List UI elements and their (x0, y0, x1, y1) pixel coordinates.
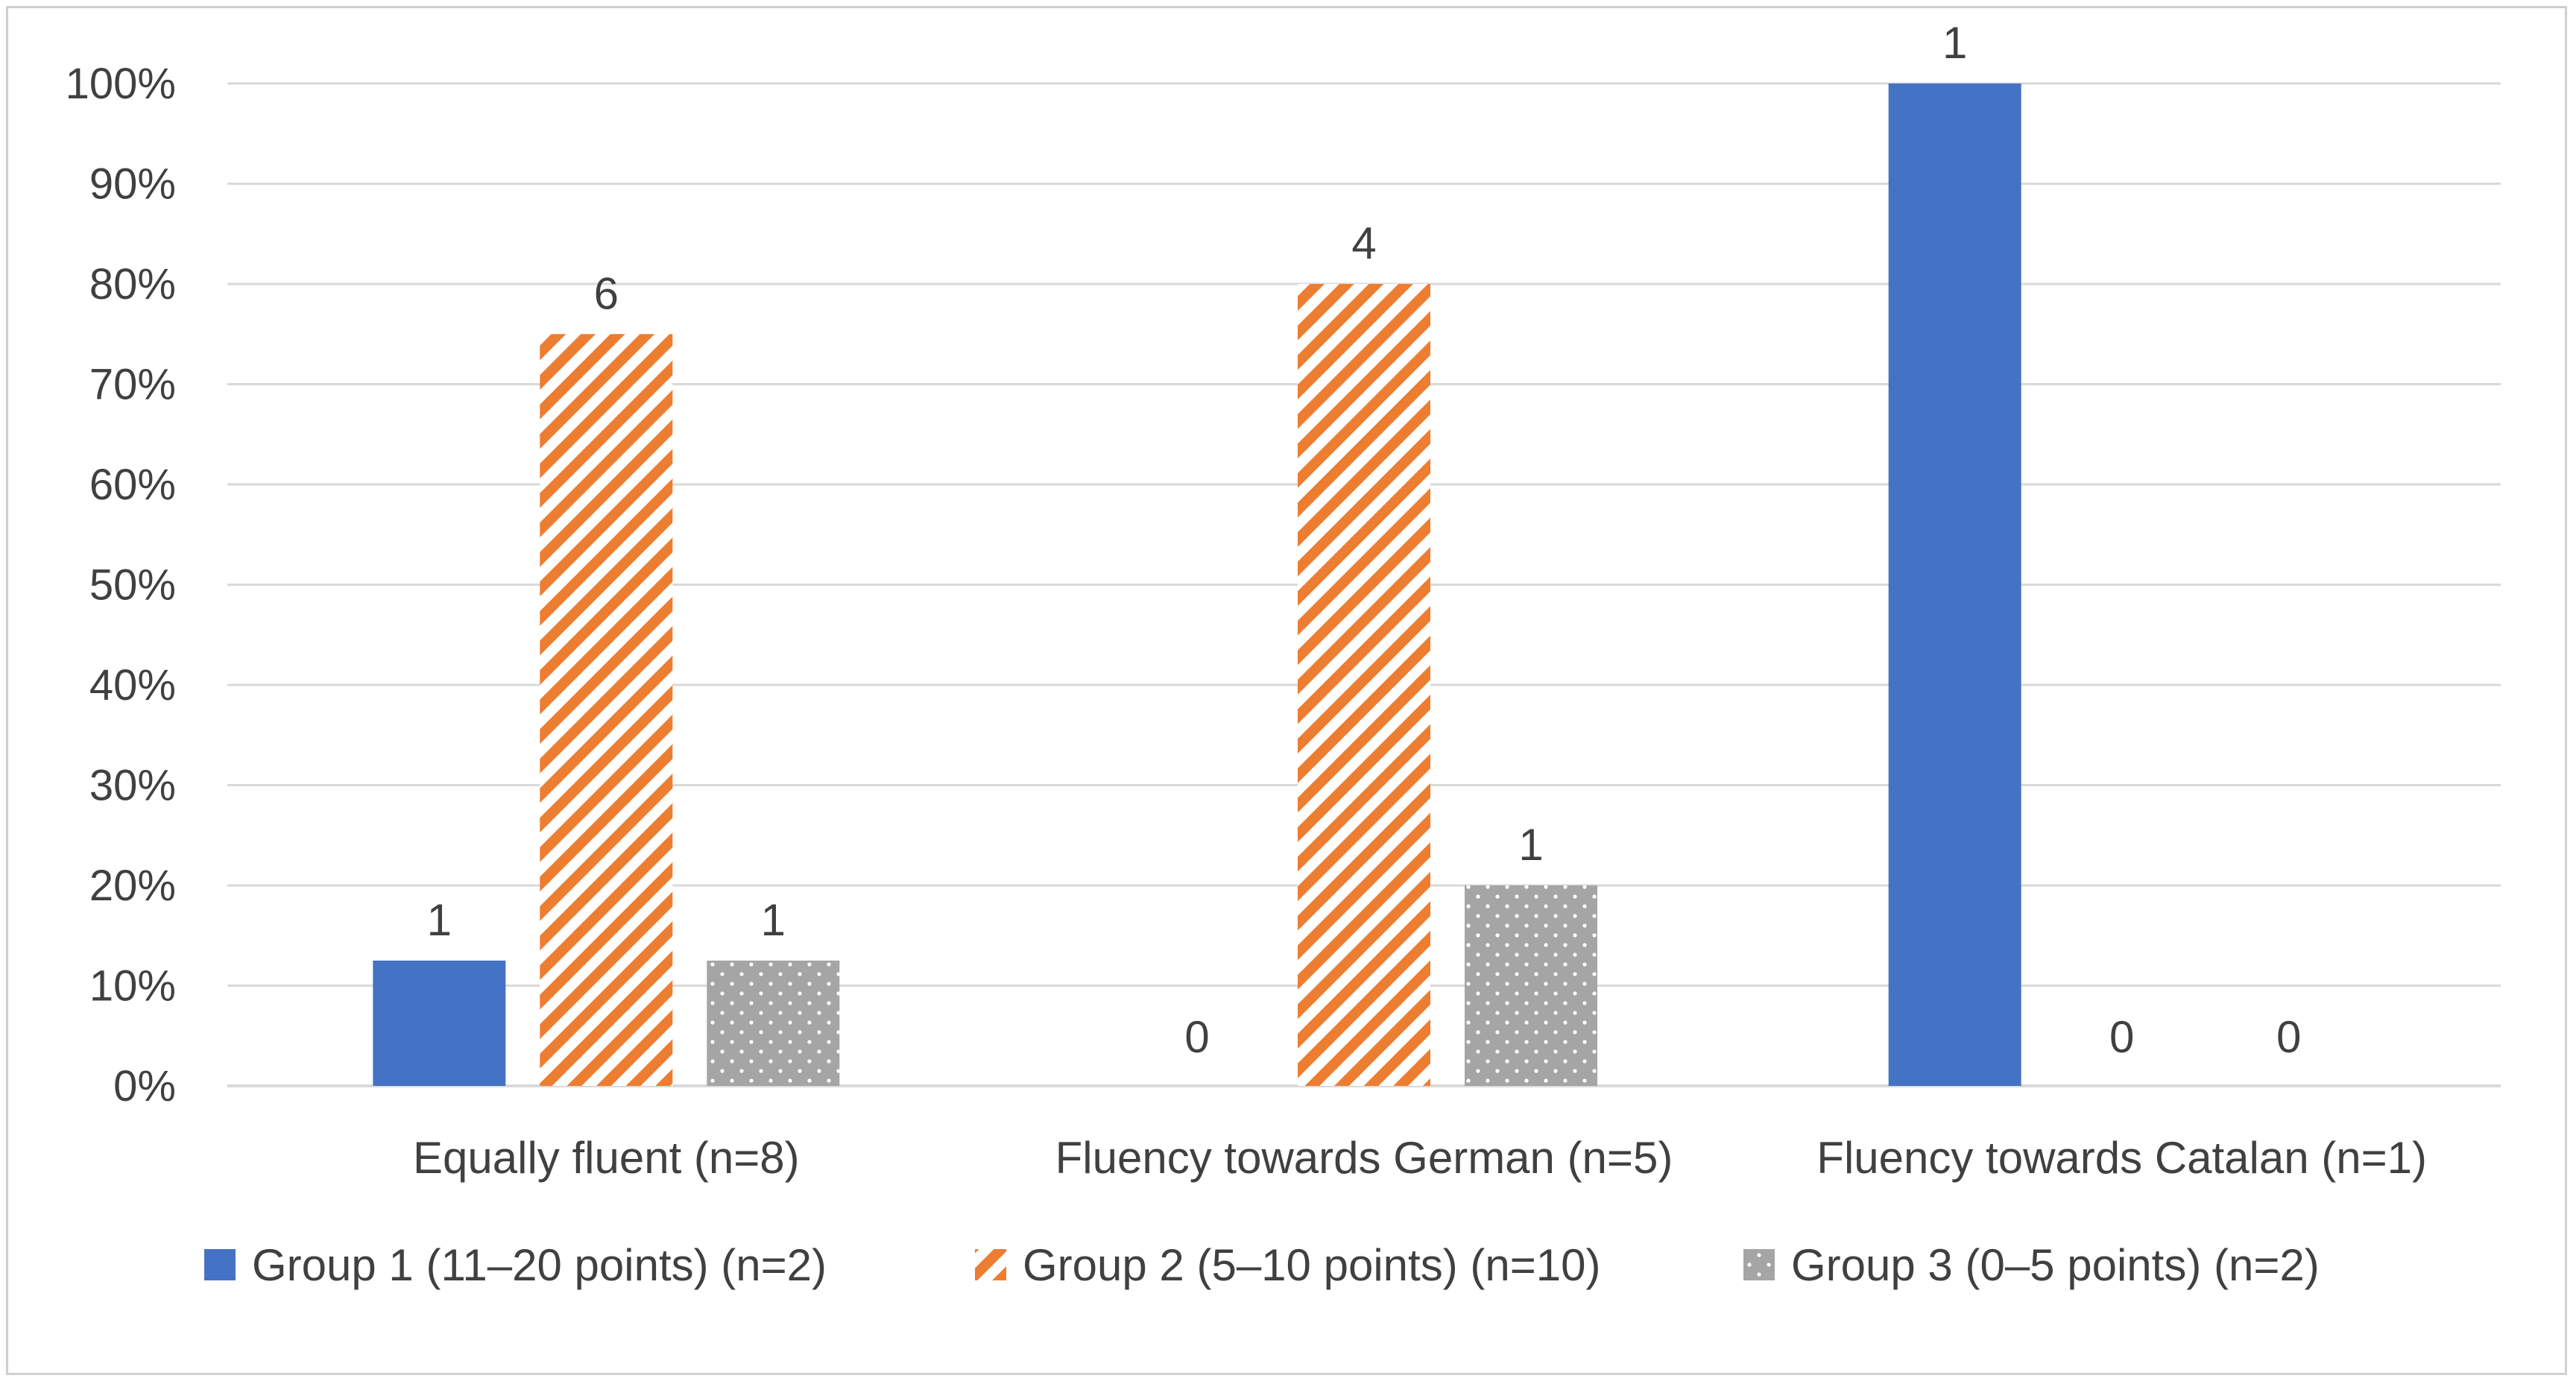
bar (1298, 284, 1430, 1086)
bar (540, 334, 673, 1086)
legend-swatch (204, 1249, 236, 1280)
legend-label: Group 3 (0–5 points) (n=2) (1791, 1240, 2320, 1290)
y-tick-label: 60% (89, 461, 176, 509)
chart-frame (6, 6, 2567, 1375)
y-tick-label: 30% (89, 762, 176, 810)
data-label: 6 (594, 268, 619, 318)
data-label: 1 (1942, 18, 1967, 68)
data-label: 1 (761, 895, 786, 945)
bars (373, 83, 2021, 1086)
bar (373, 960, 506, 1086)
legend-label: Group 1 (11–20 points) (n=2) (252, 1240, 827, 1290)
y-tick-label: 40% (89, 661, 176, 710)
data-label: 0 (1184, 1012, 1209, 1062)
legend-swatch (975, 1249, 1006, 1280)
data-label: 1 (1518, 820, 1543, 870)
legend: Group 1 (11–20 points) (n=2) Group 2 (5–1… (204, 1240, 2320, 1290)
data-label: 4 (1351, 218, 1376, 268)
bar (707, 960, 840, 1086)
category-label: Fluency towards German (n=5) (1055, 1133, 1673, 1183)
y-tick-label: 50% (89, 561, 176, 610)
data-label: 1 (427, 895, 452, 945)
y-tick-label: 0% (113, 1062, 176, 1110)
y-tick-label: 80% (89, 260, 176, 309)
data-label: 0 (2109, 1012, 2134, 1062)
y-tick-label: 90% (89, 160, 176, 209)
y-tick-label: 70% (89, 361, 176, 409)
data-label: 0 (2276, 1012, 2301, 1062)
y-tick-label: 10% (89, 962, 176, 1011)
legend-label: Group 2 (5–10 points) (n=10) (1023, 1240, 1600, 1290)
category-label: Equally fluent (n=8) (413, 1133, 800, 1183)
y-tick-label: 100% (66, 60, 176, 108)
y-axis: 0% 10% 20% 30% 40% 50% 60% 70% 80% 90% 100% (66, 60, 176, 1110)
legend-swatch (1743, 1249, 1775, 1280)
x-axis: Equally fluent (n=8) Fluency towards Germ… (413, 1133, 2427, 1183)
bar (1888, 83, 2021, 1086)
data-labels: 1 6 1 0 4 1 1 0 0 (427, 18, 2302, 1062)
category-label: Fluency towards Catalan (n=1) (1816, 1133, 2427, 1183)
bar (1465, 885, 1597, 1086)
y-tick-label: 20% (89, 862, 176, 910)
